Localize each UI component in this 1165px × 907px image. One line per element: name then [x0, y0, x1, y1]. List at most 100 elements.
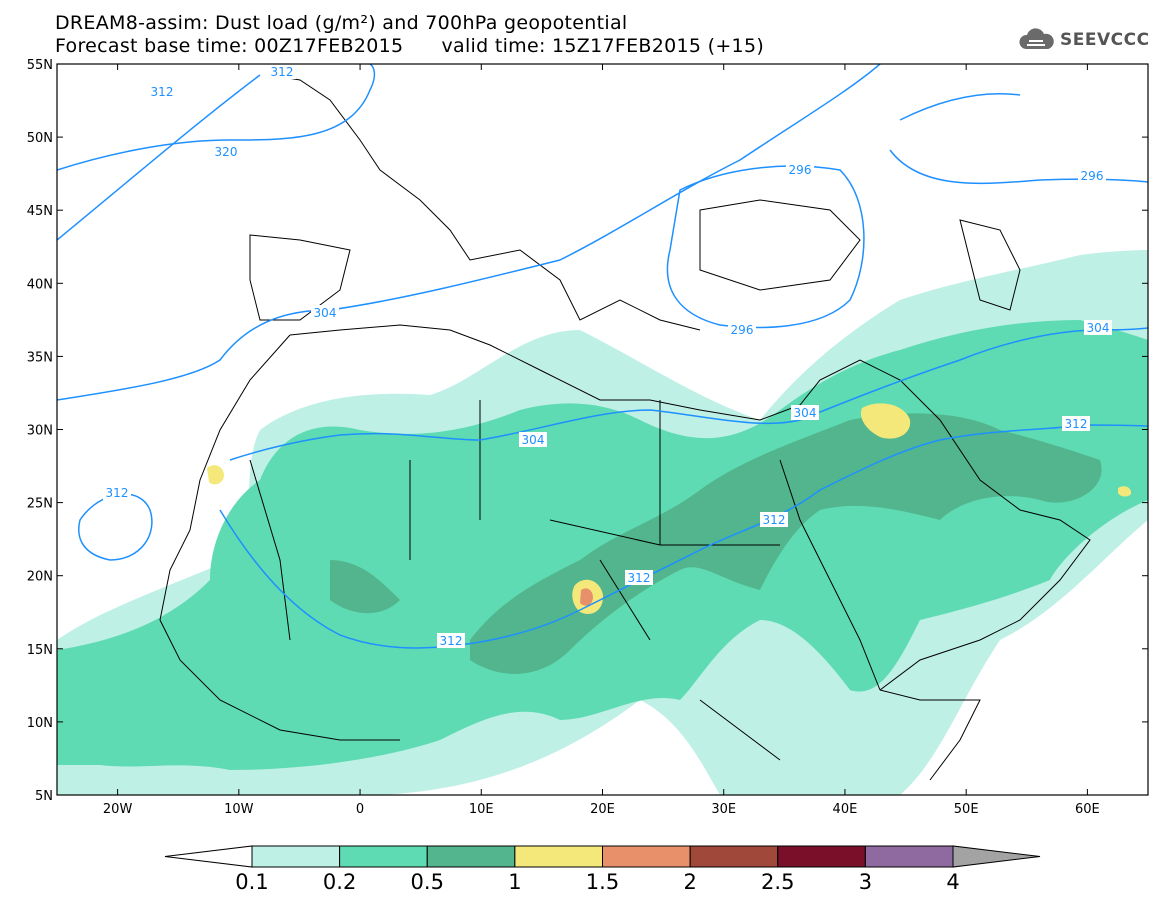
contour-label: 312	[106, 486, 129, 500]
contour-312-west	[57, 74, 261, 241]
contour-label: 312	[1065, 417, 1088, 431]
contour-label: 304	[794, 406, 817, 420]
colorbar-tick-label: 1.5	[586, 870, 619, 894]
contour-304-south	[229, 327, 1148, 461]
lon-label: 40E	[833, 802, 858, 817]
coastline-caspian	[959, 219, 1021, 311]
coastline-red-sea	[779, 459, 881, 691]
contour-label-bg	[1078, 168, 1106, 183]
contour-label: 296	[731, 323, 754, 337]
contour-296-east	[666, 165, 865, 329]
axis-ticks	[57, 63, 1148, 796]
lat-label: 55N	[27, 58, 53, 73]
lon-label: 10W	[224, 802, 254, 817]
coastline-west-africa	[159, 334, 400, 741]
geopotential-contours	[57, 64, 1148, 649]
colorbar-tick-label: 2.5	[761, 870, 794, 894]
coastline-north-africa	[289, 324, 801, 421]
lon-label: 0	[356, 802, 364, 817]
colorbar-segment	[426, 845, 516, 868]
contour-label: 312	[151, 85, 174, 99]
colorbar-max-arrow	[952, 845, 1041, 868]
contour-label: 296	[1081, 169, 1104, 183]
chart-subtitle: Forecast base time: 00Z17FEB2015 valid t…	[55, 35, 764, 57]
contour-label-bg	[148, 84, 176, 99]
dust-region-orange	[580, 588, 593, 606]
colorbar-tick-label: 0.5	[411, 870, 444, 894]
colorbar-tick-label: 1	[508, 870, 521, 894]
lat-label: 45N	[27, 204, 53, 219]
dust-region-yellow	[860, 403, 911, 439]
contour-label-bg	[212, 144, 240, 159]
lat-label: 25N	[27, 497, 53, 512]
contour-label: 320	[215, 145, 238, 159]
contour-labels: 312 320 304 296 296 296 304 304 304 312 312 312 312 3…	[103, 64, 1112, 648]
cloud-icon	[1019, 28, 1054, 49]
lon-label: 20E	[590, 802, 615, 817]
contour-label-bg	[760, 512, 788, 527]
contour-label-bg	[625, 570, 653, 585]
contour-label-bg	[728, 322, 756, 337]
colorbar-segment	[251, 845, 341, 868]
dust-region-yellow	[207, 465, 224, 485]
colorbar-segment	[689, 845, 779, 868]
lon-label: 50E	[954, 802, 979, 817]
contour-304-north	[57, 64, 881, 401]
contour-label: 304	[522, 433, 545, 447]
border-lines	[249, 400, 781, 761]
contour-label: 296	[789, 163, 812, 177]
colorbar-labels: 0.1 0.2 0.5 1 1.5 2 2.5 3 4	[235, 870, 959, 894]
latitude-labels: 55N 50N 45N 40N 35N 30N 25N 20N 15N 10N 5N	[27, 58, 53, 804]
seevccc-logo: SEEVCCC	[1018, 28, 1150, 52]
lon-label: 20W	[103, 802, 133, 817]
contour-label-bg	[311, 305, 339, 320]
chart-title: DREAM8-assim: Dust load (g/m²) and 700hP…	[55, 12, 628, 34]
contour-label-bg	[1062, 416, 1090, 431]
lat-label: 20N	[27, 570, 53, 585]
dust-region-heavy	[330, 560, 400, 614]
contour-label: 312	[763, 513, 786, 527]
contour-296-northeast	[889, 92, 1148, 185]
valid-time: valid time: 15Z17FEB2015 (+15)	[441, 35, 765, 57]
contour-312-south	[219, 424, 1148, 649]
logo-text: SEEVCCC	[1060, 30, 1150, 50]
colorbar-tick-label: 4	[946, 870, 959, 894]
colorbar-tick-label: 2	[683, 870, 696, 894]
longitude-labels: 20W 10W 0 10E 20E 30E 40E 50E 60E	[103, 802, 1100, 817]
colorbar-segment	[602, 845, 691, 868]
contour-label: 312	[271, 65, 294, 79]
colorbar-segment	[864, 845, 954, 868]
lat-label: 35N	[27, 350, 53, 365]
contour-label-bg	[1084, 320, 1112, 335]
colorbar-segment	[514, 845, 603, 868]
dust-region-yellow	[1118, 486, 1132, 497]
dust-region-heavy	[470, 413, 1102, 674]
contour-label-bg	[268, 64, 296, 79]
colorbar-tick-label: 0.1	[235, 870, 268, 894]
contour-label-bg	[103, 485, 131, 500]
lon-label: 10E	[469, 802, 494, 817]
lat-label: 50N	[27, 131, 53, 146]
lat-label: 5N	[35, 789, 53, 804]
colorbar-tick-label: 3	[859, 870, 872, 894]
contour-320	[57, 64, 376, 171]
coastline-arabia	[799, 359, 1091, 691]
contour-label: 312	[628, 571, 651, 585]
contour-label: 304	[314, 306, 337, 320]
contour-label: 312	[440, 634, 463, 648]
contour-312-loop	[78, 493, 153, 561]
colorbar	[164, 845, 1041, 868]
coastlines	[159, 74, 1091, 781]
colorbar-tick-label: 0.2	[323, 870, 356, 894]
lat-label: 10N	[27, 716, 53, 731]
lon-label: 30E	[711, 802, 736, 817]
lon-label: 60E	[1075, 802, 1100, 817]
coastline-black-sea	[699, 199, 861, 291]
contour-label-bg	[786, 162, 814, 177]
lat-label: 30N	[27, 424, 53, 439]
contour-label: 304	[1087, 321, 1110, 335]
lat-label: 15N	[27, 643, 53, 658]
colorbar-segment	[339, 845, 428, 868]
forecast-base-time: Forecast base time: 00Z17FEB2015	[55, 35, 404, 57]
